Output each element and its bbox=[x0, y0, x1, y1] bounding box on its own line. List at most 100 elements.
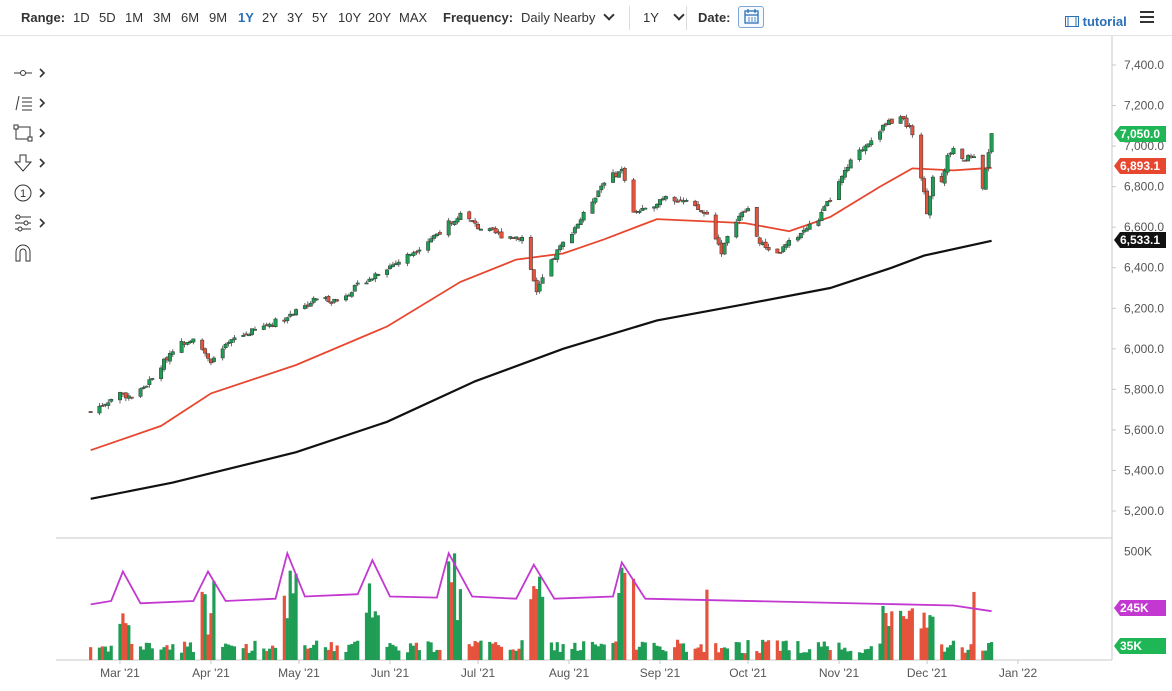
volume-bars bbox=[89, 550, 994, 660]
volume-bar bbox=[614, 641, 618, 660]
volume-bar bbox=[766, 640, 771, 660]
menu-icon[interactable] bbox=[1140, 11, 1154, 26]
candle bbox=[141, 385, 146, 390]
range-3y[interactable]: 3Y bbox=[287, 10, 303, 25]
volume-bar bbox=[288, 570, 292, 660]
candle bbox=[302, 302, 307, 310]
range-5d[interactable]: 5D bbox=[99, 10, 116, 25]
volume-bar bbox=[411, 645, 416, 660]
volume-bar bbox=[511, 649, 515, 660]
volume-bar bbox=[966, 649, 970, 660]
period-dropdown[interactable]: 1Y bbox=[643, 9, 685, 25]
candle bbox=[611, 169, 615, 184]
candle bbox=[757, 236, 762, 246]
y-tick-label: 7,200.0 bbox=[1124, 99, 1164, 113]
volume-bar bbox=[860, 652, 865, 660]
candle bbox=[200, 338, 205, 351]
volume-bar bbox=[634, 649, 639, 660]
volume-bar bbox=[370, 617, 374, 660]
candle bbox=[704, 209, 709, 215]
range-1y[interactable]: 1Y bbox=[238, 10, 254, 25]
candle bbox=[766, 243, 771, 252]
range-2y[interactable]: 2Y bbox=[262, 10, 278, 25]
candle bbox=[411, 250, 416, 258]
volume-bar bbox=[681, 643, 686, 660]
candle bbox=[432, 234, 436, 241]
volume-bar bbox=[144, 642, 149, 660]
volume-bar bbox=[496, 645, 501, 660]
candle bbox=[162, 357, 166, 372]
volume-bar bbox=[247, 652, 251, 660]
y-tick-label: 5,400.0 bbox=[1124, 463, 1164, 477]
candle bbox=[593, 197, 598, 205]
volume-bar bbox=[532, 586, 536, 660]
ma-fast-line bbox=[90, 166, 992, 452]
volume-bar bbox=[106, 651, 110, 660]
candle bbox=[159, 365, 164, 382]
lines-tool[interactable] bbox=[12, 88, 52, 118]
candle bbox=[118, 391, 122, 404]
volume-bar bbox=[775, 640, 779, 660]
candle bbox=[344, 293, 348, 302]
candle bbox=[966, 153, 971, 162]
volume-bar bbox=[180, 652, 184, 660]
volume-bar bbox=[212, 581, 216, 660]
volume-bar bbox=[796, 641, 800, 660]
candle bbox=[866, 143, 871, 148]
drawing-toolbar: 1 bbox=[12, 58, 52, 268]
frequency-dropdown[interactable]: Daily Nearby bbox=[521, 9, 616, 25]
range-5y[interactable]: 5Y bbox=[312, 10, 328, 25]
volume-bar bbox=[124, 623, 128, 660]
candle bbox=[388, 263, 392, 270]
candle bbox=[138, 387, 143, 398]
candle bbox=[531, 269, 536, 282]
price-chart[interactable]: 7,400.0 7,200.0 7,000.0 6,800.0 6,600.0 6,400… bbox=[0, 36, 1172, 691]
range-3m[interactable]: 3M bbox=[153, 10, 172, 25]
candle bbox=[839, 174, 844, 186]
volume-bar bbox=[678, 643, 683, 660]
candle bbox=[364, 280, 369, 285]
volume-bar bbox=[244, 643, 248, 660]
volume-bar bbox=[989, 642, 994, 660]
volume-bar bbox=[960, 647, 964, 660]
candle bbox=[716, 234, 721, 246]
range-max[interactable]: MAX bbox=[399, 10, 428, 25]
avg-volume-badge: 245K bbox=[1114, 600, 1166, 616]
candle bbox=[616, 171, 621, 178]
range-9m[interactable]: 9M bbox=[209, 10, 228, 25]
volume-bar bbox=[488, 641, 492, 660]
range-20y[interactable]: 20Y bbox=[368, 10, 392, 25]
volume-bar bbox=[529, 599, 533, 660]
volume-bar bbox=[884, 613, 888, 660]
volume-bar bbox=[984, 650, 988, 660]
x-tick-label: May '21 bbox=[278, 666, 320, 680]
volume-bar bbox=[863, 649, 867, 660]
magnet-tool[interactable] bbox=[12, 238, 52, 268]
tutorial-link[interactable]: tutorial bbox=[1065, 14, 1127, 29]
crosshair-tool[interactable] bbox=[12, 58, 52, 88]
rectangle-tool[interactable] bbox=[12, 118, 52, 148]
date-picker-button[interactable] bbox=[738, 6, 764, 28]
volume-bar bbox=[162, 647, 166, 660]
range-10y[interactable]: 10Y bbox=[338, 10, 362, 25]
pattern-tool[interactable] bbox=[12, 208, 52, 238]
y-tick-label: 6,400.0 bbox=[1124, 261, 1164, 275]
candle bbox=[743, 208, 748, 213]
arrow-tool[interactable] bbox=[12, 148, 52, 178]
candle bbox=[555, 249, 560, 263]
candle bbox=[942, 168, 947, 187]
range-1m[interactable]: 1M bbox=[125, 10, 144, 25]
volume-bar bbox=[799, 653, 803, 660]
volume-bar bbox=[206, 634, 210, 660]
annotation-tool[interactable]: 1 bbox=[12, 178, 52, 208]
candle bbox=[763, 238, 768, 250]
candle bbox=[129, 396, 134, 400]
candle bbox=[250, 328, 255, 336]
range-1d[interactable]: 1D bbox=[73, 10, 90, 25]
candle bbox=[373, 271, 378, 283]
range-6m[interactable]: 6M bbox=[181, 10, 200, 25]
arrow-down-icon bbox=[13, 154, 46, 172]
crosshair-icon bbox=[14, 68, 46, 78]
volume-bar bbox=[582, 641, 586, 660]
candle bbox=[798, 232, 803, 240]
